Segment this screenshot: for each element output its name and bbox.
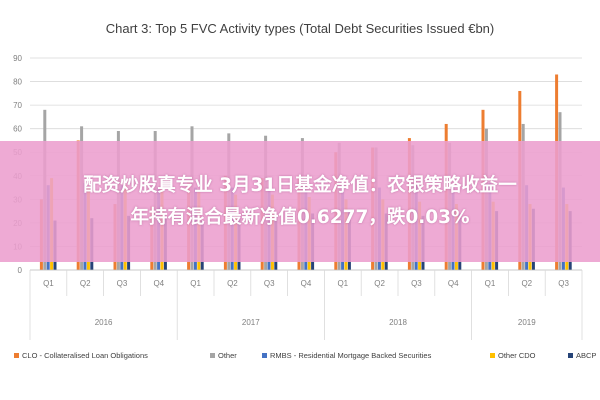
chart-title: Chart 3: Top 5 FVC Activity types (Total… — [106, 21, 495, 36]
y-tick-label: 60 — [13, 125, 22, 134]
x-tick-label: Q2 — [374, 279, 385, 288]
x-tick-label: Q3 — [264, 279, 275, 288]
x-tick-label: Q3 — [558, 279, 569, 288]
y-tick-label: 90 — [13, 54, 22, 63]
x-tick-label: Q1 — [485, 279, 496, 288]
y-tick-label: 0 — [18, 266, 23, 275]
x-tick-label: Q1 — [43, 279, 54, 288]
x-axis: Q1 Q2 Q3 Q4 Q1 Q2 Q3 Q4 Q1 Q2 Q3 Q4 Q1 Q2 Q3 2016 2017 20… — [29, 269, 583, 340]
legend-label: Other CDO — [498, 351, 536, 360]
legend-swatch — [210, 353, 215, 358]
x-tick-label: Q3 — [411, 279, 422, 288]
x-tick-label: Q1 — [337, 279, 348, 288]
x-tick-label: Q1 — [190, 279, 201, 288]
x-tick-label: Q4 — [153, 279, 164, 288]
y-tick-label: 70 — [13, 101, 22, 110]
year-label: 2019 — [518, 318, 536, 327]
legend-swatch — [262, 353, 267, 358]
legend-swatch — [568, 353, 573, 358]
year-label: 2016 — [95, 318, 113, 327]
y-tick-label: 80 — [13, 78, 22, 87]
legend-swatch — [490, 353, 495, 358]
x-tick-label: Q3 — [117, 279, 128, 288]
legend: CLO - Collateralised Loan Obligations Oth… — [14, 351, 596, 360]
x-tick-label: Q2 — [227, 279, 238, 288]
year-label: 2018 — [389, 318, 407, 327]
x-tick-label: Q2 — [521, 279, 532, 288]
news-overlay-banner[interactable]: 配资炒股真专业 3月31日基金净值：农银策略收益一 年持有混合最新净值0.627… — [0, 141, 600, 262]
year-label: 2017 — [242, 318, 260, 327]
x-tick-label: Q4 — [301, 279, 312, 288]
overlay-line-2: 年持有混合最新净值0.6277，跌0.03% — [130, 206, 470, 228]
legend-swatch — [14, 353, 19, 358]
x-tick-label: Q2 — [80, 279, 91, 288]
legend-label: ABCP — [576, 351, 596, 360]
x-tick-label: Q4 — [448, 279, 459, 288]
overlay-line-1: 配资炒股真专业 3月31日基金净值：农银策略收益一 — [83, 174, 517, 196]
legend-label: CLO - Collateralised Loan Obligations — [22, 351, 148, 360]
legend-label: RMBS - Residential Mortgage Backed Secur… — [270, 351, 432, 360]
legend-label: Other — [218, 351, 237, 360]
